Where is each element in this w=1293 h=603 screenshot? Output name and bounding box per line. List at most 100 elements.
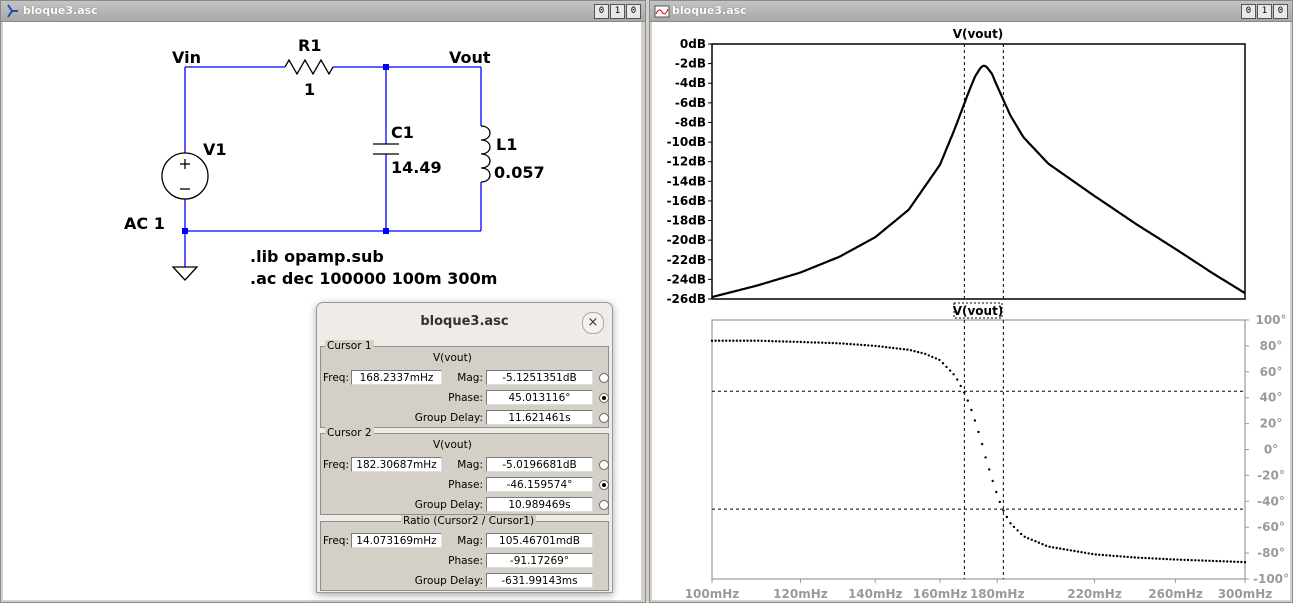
phase-trace-point	[1144, 556, 1147, 560]
phase-trace-point	[998, 500, 1001, 504]
magnitude-pane-title[interactable]: V(vout)	[953, 27, 1004, 41]
phase-trace-point	[785, 340, 788, 343]
r1-value-label: 1	[304, 80, 315, 99]
cursor2-group-delay-label: Group Delay:	[414, 499, 483, 511]
mag-tick-label: -26dB	[667, 292, 706, 306]
cursor1-group-label: Cursor 1	[325, 340, 374, 352]
ratio-group-label: Ratio (Cursor2 / Cursor1)	[401, 515, 537, 527]
cursor2-phase-radio[interactable]	[599, 480, 609, 490]
phase-tick-label: -60°	[1257, 520, 1285, 534]
phase-trace-point	[1126, 555, 1129, 559]
phase-trace-point	[1172, 558, 1176, 561]
cursor2-group-delay-field[interactable]: 10.989469s	[486, 497, 593, 512]
bode-plot[interactable]: V(vout) V(vout) 0dB -2dB -4dB -6dB -8dB -10dB…	[652, 22, 1290, 600]
phase-trace-point	[1087, 552, 1090, 555]
phase-trace-point	[824, 341, 827, 345]
cursor1-phase-radio[interactable]	[599, 393, 609, 403]
phase-trace-point	[1140, 556, 1144, 560]
close-button[interactable]: 0	[1273, 4, 1288, 19]
spice-directive-ac[interactable]: .ac dec 100000 100m 300m	[250, 269, 497, 288]
cursor2-phase-field[interactable]: -46.159574°	[486, 477, 593, 492]
ratio-phase-label: Phase:	[448, 555, 483, 567]
phase-tick-label: -40°	[1257, 494, 1285, 508]
ratio-phase-field[interactable]: -91.17269°	[486, 553, 593, 568]
phase-trace-point	[941, 362, 945, 365]
phase-pane-frame	[711, 319, 1246, 580]
ratio-freq-field[interactable]: 14.073169mHz	[351, 533, 442, 548]
phase-trace-point	[1147, 557, 1151, 560]
close-button[interactable]: 0	[626, 4, 641, 19]
phase-trace-point	[1073, 549, 1076, 553]
phase-trace-point	[1218, 560, 1222, 563]
minimize-button[interactable]: 0	[594, 4, 609, 19]
phase-trace-point	[945, 365, 948, 369]
cursor2-group-label: Cursor 2	[325, 427, 374, 439]
phase-trace-point	[1190, 559, 1193, 562]
phase-tick-label: 60°	[1260, 365, 1283, 379]
dialog-title[interactable]: bloque3.asc	[420, 314, 509, 329]
cursor2-mag-field[interactable]: -5.0196681dB	[486, 457, 593, 472]
phase-trace-point	[980, 442, 984, 446]
phase-trace-point	[899, 347, 902, 350]
phase-trace-point	[778, 340, 781, 343]
phase-trace-point	[1155, 557, 1158, 560]
ground-symbol	[171, 266, 199, 281]
schematic-titlebar[interactable]: bloque3.asc 0 1 0	[1, 1, 645, 22]
phase-trace-point	[1211, 559, 1215, 563]
x-tick-label: 260mHz	[1148, 587, 1203, 600]
mag-tick-label: -2dB	[675, 57, 706, 71]
cursor1-group-delay-field[interactable]: 11.621461s	[486, 410, 593, 425]
mag-tick-label: -4dB	[675, 76, 706, 90]
ratio-group-delay-field[interactable]: -631.99143ms	[486, 573, 593, 588]
phase-trace-point	[931, 355, 934, 359]
cursor1-freq-field[interactable]: 168.2337mHz	[351, 370, 442, 385]
cursor2-freq-label: Freq:	[322, 459, 349, 471]
cursor-readout-dialog: bloque3.asc × Cursor 1 V(vout) Freq: 168…	[316, 302, 613, 593]
phase-trace-point	[902, 348, 906, 351]
phase-trace-point	[884, 346, 888, 349]
magnitude-trace[interactable]	[711, 64, 1246, 299]
phase-trace-point	[892, 346, 895, 350]
phase-trace-point	[1197, 559, 1201, 562]
cursor1-mag-radio[interactable]	[599, 373, 609, 383]
maximize-button[interactable]: 1	[1257, 4, 1272, 19]
cursor1-group-delay-radio[interactable]	[599, 413, 609, 423]
maximize-button[interactable]: 1	[610, 4, 625, 19]
cursor2-group-delay-radio[interactable]	[599, 500, 609, 510]
phase-trace-point	[970, 408, 973, 412]
phase-trace-point	[977, 430, 980, 434]
ratio-mag-field[interactable]: 105.46701mdB	[486, 533, 593, 548]
cursor2-mag-radio[interactable]	[599, 460, 609, 470]
phase-trace-point	[1162, 557, 1165, 561]
waveform-titlebar[interactable]: bloque3.asc 0 1 0	[650, 1, 1292, 22]
minimize-button[interactable]: 0	[1241, 4, 1256, 19]
phase-trace-point	[1083, 551, 1087, 554]
spice-directive-lib[interactable]: .lib opamp.sub	[250, 247, 384, 266]
phase-pane-title[interactable]: V(vout)	[953, 304, 1004, 318]
mag-tick-label: -24dB	[667, 272, 706, 286]
phase-trace-point	[924, 352, 927, 356]
schematic-app-icon	[7, 4, 18, 18]
cursor2-freq-field[interactable]: 182.30687mHz	[351, 457, 442, 472]
cursor1-mag-field[interactable]: -5.1251351dB	[486, 370, 593, 385]
phase-trace-point	[1059, 547, 1062, 550]
schematic-drawing[interactable]: Vin Vout R1 1 C1 14.49 L1 0.057 V1 AC 1 …	[3, 22, 641, 600]
phase-trace-point	[1098, 553, 1101, 556]
x-tick-label: 300mHz	[1218, 587, 1273, 600]
phase-trace-point	[714, 339, 717, 342]
cursor1-trace-name: V(vout)	[433, 352, 472, 364]
waveform-canvas[interactable]: V(vout) V(vout) 0dB -2dB -4dB -6dB -8dB -10dB…	[652, 22, 1290, 600]
inductor-l1-symbol[interactable]	[480, 125, 491, 183]
c1-value-label: 14.49	[391, 158, 442, 177]
ratio-group-delay-label: Group Delay:	[414, 575, 483, 587]
mag-tick-label: -8dB	[675, 115, 706, 129]
voltage-source-v1-symbol[interactable]	[161, 152, 209, 200]
resistor-r1-symbol[interactable]	[284, 58, 334, 76]
phase-pane-title-box	[953, 302, 1003, 319]
l1-value-label: 0.057	[494, 163, 545, 182]
capacitor-c1-symbol[interactable]	[373, 143, 399, 155]
ratio-mag-label: Mag:	[457, 535, 483, 547]
close-icon[interactable]: ×	[582, 312, 604, 334]
phase-trace-point	[732, 339, 735, 342]
cursor1-phase-field[interactable]: 45.013116°	[486, 390, 593, 405]
